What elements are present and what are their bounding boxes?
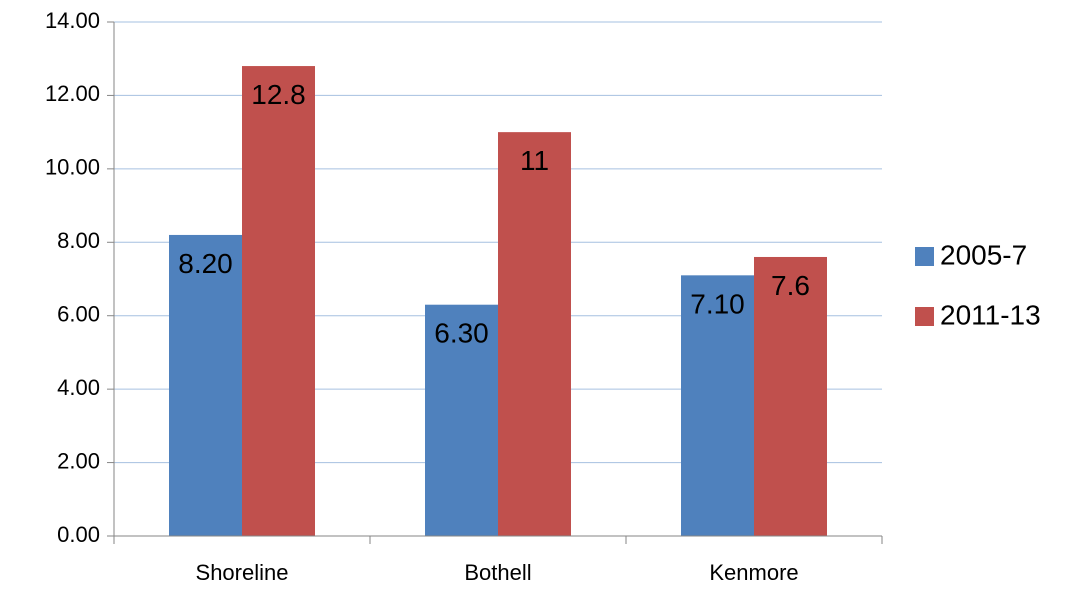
data-label: 11 bbox=[520, 145, 549, 176]
legend: 2005-7 2011-13 bbox=[915, 239, 1041, 330]
x-category-label: Kenmore bbox=[709, 560, 798, 585]
legend-swatch bbox=[915, 247, 934, 266]
bar bbox=[425, 304, 498, 536]
legend-swatch bbox=[915, 307, 934, 326]
bar bbox=[242, 66, 315, 537]
bar bbox=[754, 256, 827, 536]
data-label: 6.30 bbox=[434, 318, 489, 349]
data-label: 7.10 bbox=[690, 288, 745, 319]
x-category-label: Shoreline bbox=[196, 560, 289, 585]
labels: 0.00 2.00 4.00 6.00 8.00 10.00 12.00 14.00 8.20 1… bbox=[45, 8, 810, 585]
y-tick-label: 10.00 bbox=[45, 155, 100, 180]
legend-label: 2005-7 bbox=[940, 239, 1027, 270]
y-tick-label: 2.00 bbox=[57, 448, 100, 473]
y-tick-label: 0.00 bbox=[57, 522, 100, 547]
bars bbox=[169, 66, 827, 537]
axes bbox=[107, 21, 883, 544]
legend-label: 2011-13 bbox=[940, 299, 1041, 330]
y-tick-label: 14.00 bbox=[45, 8, 100, 33]
bar bbox=[681, 275, 754, 536]
x-category-label: Bothell bbox=[464, 560, 531, 585]
data-label: 12.8 bbox=[251, 79, 306, 110]
y-tick-label: 6.00 bbox=[57, 302, 100, 327]
data-label: 8.20 bbox=[178, 248, 233, 279]
data-label: 7.6 bbox=[771, 270, 810, 301]
y-tick-label: 12.00 bbox=[45, 81, 100, 106]
bar bbox=[169, 234, 242, 536]
y-tick-label: 8.00 bbox=[57, 228, 100, 253]
bar bbox=[498, 132, 571, 536]
y-tick-label: 4.00 bbox=[57, 375, 100, 400]
